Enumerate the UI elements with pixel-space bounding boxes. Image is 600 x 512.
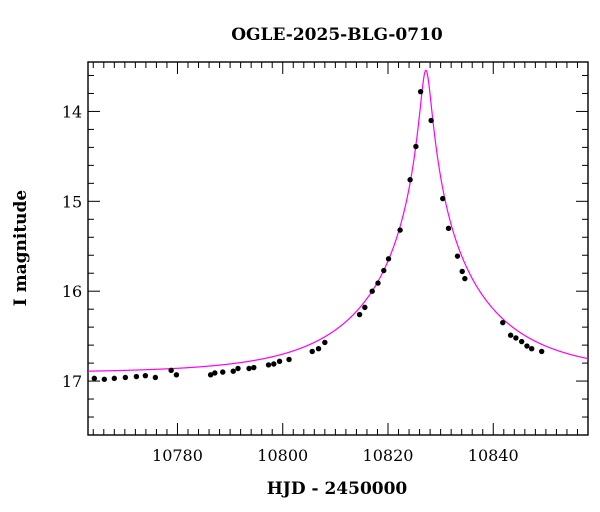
data-points-group — [91, 88, 545, 382]
data-point — [413, 143, 419, 150]
data-point — [459, 268, 465, 275]
data-point — [111, 375, 118, 382]
data-point — [445, 225, 452, 231]
data-point — [133, 373, 140, 380]
data-point — [101, 376, 108, 382]
model-curve — [87, 69, 589, 372]
data-point — [173, 372, 180, 378]
x-tick-label: 10820 — [363, 446, 414, 465]
y-tick-label: 17 — [62, 372, 82, 391]
data-point — [122, 374, 129, 381]
data-point — [462, 275, 468, 282]
model-curve-group — [87, 69, 589, 372]
data-point — [500, 319, 506, 326]
y-tick-label: 15 — [62, 192, 82, 211]
x-axis-label: HJD - 2450000 — [267, 479, 408, 499]
data-point — [397, 227, 403, 233]
data-point — [91, 375, 98, 382]
data-point — [286, 356, 292, 363]
data-point — [528, 346, 535, 352]
data-point — [513, 335, 519, 341]
data-point — [407, 177, 413, 183]
data-point — [454, 253, 461, 259]
axis-ticks — [88, 62, 589, 436]
data-point — [375, 280, 381, 286]
data-point — [212, 370, 218, 376]
x-tick-label: 10840 — [468, 446, 519, 465]
data-point — [235, 365, 241, 372]
plot-frame — [87, 61, 589, 436]
data-point — [385, 256, 392, 262]
data-point — [168, 367, 174, 373]
data-point — [265, 362, 272, 368]
data-point — [356, 311, 363, 318]
data-point — [152, 374, 159, 381]
data-point — [538, 348, 545, 355]
data-point — [309, 348, 315, 355]
data-point — [428, 117, 434, 124]
x-tick-label: 10780 — [152, 446, 203, 465]
data-point — [440, 195, 446, 202]
y-tick-label: 14 — [62, 102, 82, 121]
data-point — [524, 343, 530, 349]
x-tick-label: 10800 — [257, 446, 308, 465]
data-point — [315, 346, 322, 352]
y-axis-label: I magnitude — [11, 190, 31, 307]
data-point — [207, 372, 214, 378]
data-point — [142, 372, 149, 379]
y-tick-label: 16 — [62, 282, 82, 301]
data-point — [220, 369, 226, 375]
data-point — [322, 339, 328, 346]
data-point — [518, 338, 525, 345]
data-point — [230, 368, 236, 374]
data-point — [271, 361, 277, 367]
data-point — [381, 267, 387, 274]
data-point — [362, 304, 368, 311]
data-point — [417, 88, 424, 95]
data-point — [251, 364, 257, 371]
data-point — [507, 332, 514, 338]
data-point — [369, 288, 375, 294]
y-tick-labels: 14 15 16 17 — [62, 102, 82, 391]
data-point — [246, 365, 252, 372]
chart-title: OGLE-2025-BLG-0710 — [231, 25, 443, 45]
data-point — [276, 358, 283, 364]
x-tick-labels: 10780 10800 10820 10840 — [152, 446, 519, 465]
